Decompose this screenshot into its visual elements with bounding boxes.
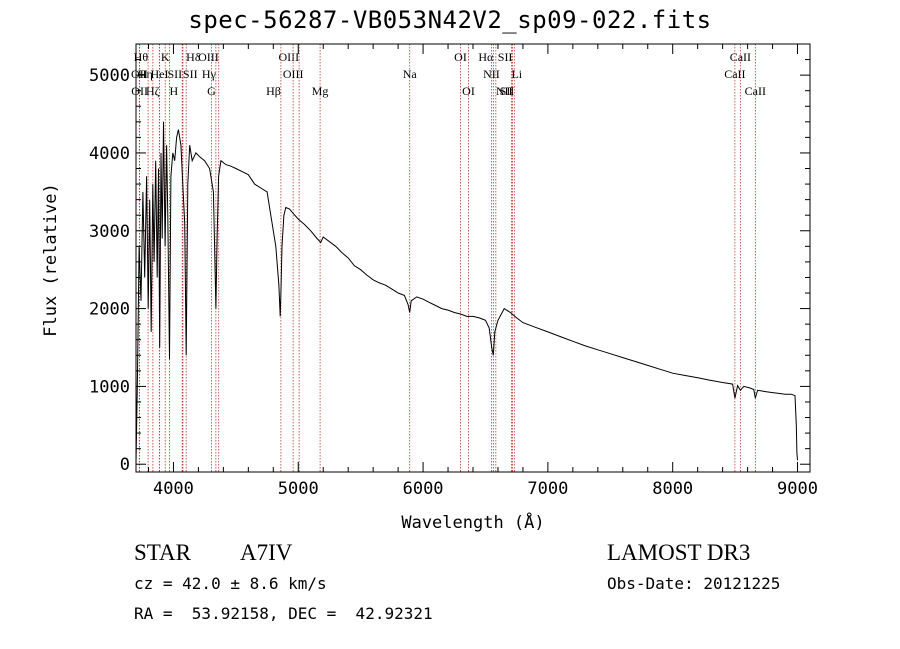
line-label: SII <box>498 50 513 64</box>
x-tick-label: 6000 <box>403 479 444 499</box>
line-label: Li <box>511 67 522 81</box>
line-label: OI <box>462 84 475 98</box>
line-label: Hγ <box>202 67 217 81</box>
line-label: Mg <box>312 84 329 98</box>
line-label: CaII <box>730 50 751 64</box>
line-label: OIII <box>278 50 299 64</box>
line-label: SII <box>168 67 183 81</box>
x-tick-label: 8000 <box>652 479 693 499</box>
redshift-velocity: cz = 42.0 ± 8.6 km/s <box>134 574 327 593</box>
line-label: NII <box>496 84 513 98</box>
x-tick-label: 9000 <box>777 479 818 499</box>
spectrum-series-line <box>135 121 798 465</box>
line-label: OI <box>454 50 467 64</box>
y-tick-label: 4000 <box>89 144 130 164</box>
y-tick-label: 3000 <box>89 222 130 242</box>
line-label: Hδ <box>186 50 201 64</box>
observation-date: Obs-Date: 20121225 <box>607 574 781 593</box>
y-tick-label: 1000 <box>89 377 130 397</box>
x-tick-label: 5000 <box>278 479 319 499</box>
line-label: HeI <box>150 67 168 81</box>
y-tick-label: 2000 <box>89 300 130 320</box>
y-axis-label: Flux (relative) <box>41 183 61 337</box>
line-label: SII <box>500 84 515 98</box>
line-label: H <box>169 84 178 98</box>
object-class: STAR <box>134 540 191 565</box>
x-axis-label: Wavelength (Å) <box>401 511 544 533</box>
line-label: Na <box>403 67 418 81</box>
line-label: Hβ <box>266 84 281 98</box>
y-tick-label: 0 <box>120 455 130 475</box>
line-label: K <box>161 50 170 64</box>
coordinates: RA = 53.92158, DEC = 42.92321 <box>134 604 433 623</box>
object-subclass: A7IV <box>240 540 293 565</box>
line-label: G <box>207 84 216 98</box>
line-label: Hθ <box>134 50 149 64</box>
line-label: OIII <box>198 50 219 64</box>
line-label: Hη <box>138 67 153 81</box>
line-label: CaII <box>745 84 766 98</box>
line-label: CaII <box>724 67 745 81</box>
line-label: NII <box>483 67 500 81</box>
plot-frame <box>135 43 811 473</box>
line-label: SII <box>183 67 198 81</box>
line-label: OIII <box>283 67 304 81</box>
chart-title: spec-56287-VB053N42V2_sp09-022.fits <box>188 6 712 34</box>
y-tick-label: 5000 <box>89 66 130 86</box>
line-label: Hζ <box>146 84 160 98</box>
axis-ticks: 4000 5000 6000 7000 8000 9000 0 1000 2000 3000 400… <box>89 43 818 499</box>
x-tick-label: 4000 <box>153 479 194 499</box>
survey-name: LAMOST DR3 <box>607 540 751 565</box>
line-label: Hα <box>478 50 494 64</box>
x-tick-label: 7000 <box>527 479 568 499</box>
